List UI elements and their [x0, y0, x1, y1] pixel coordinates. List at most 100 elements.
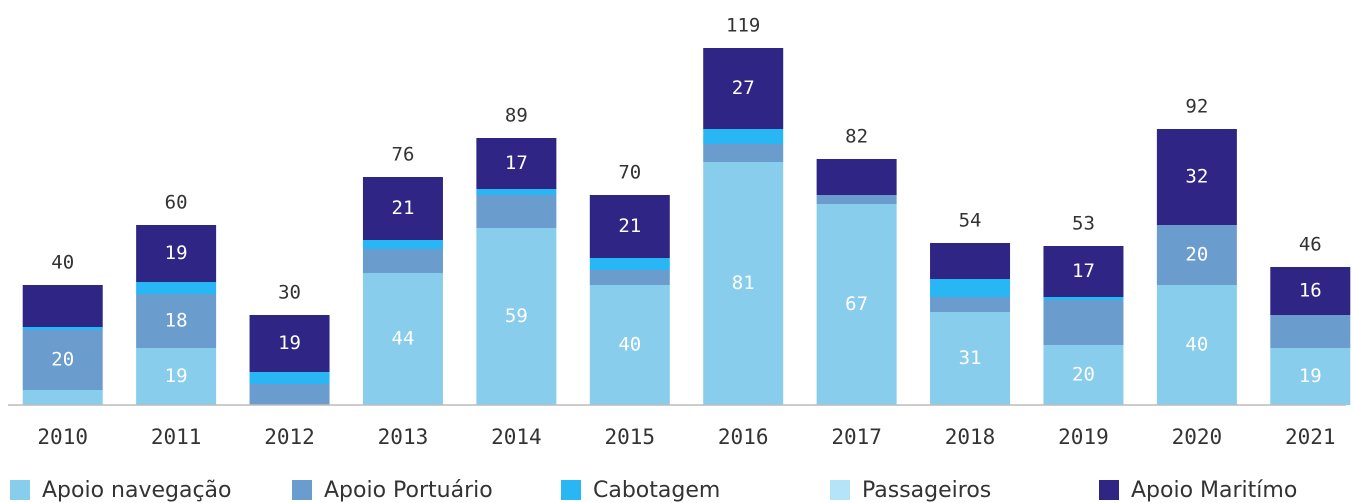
bar-segment: [703, 48, 784, 129]
bar-segment: [249, 384, 330, 405]
x-tick-label: 2015: [605, 425, 656, 449]
bar-segment: [362, 249, 443, 273]
total-label: 89: [505, 105, 528, 127]
x-tick-label: 2018: [945, 425, 996, 449]
x-tick-label: 2011: [151, 425, 202, 449]
value-label: 20: [1185, 244, 1208, 266]
bar-segment: [930, 279, 1011, 297]
bar-segment: [816, 195, 897, 204]
value-label: 17: [505, 152, 528, 174]
bar-segment: [136, 294, 217, 348]
bar-segment: [816, 204, 897, 405]
value-label: 31: [959, 347, 982, 369]
total-label: 82: [845, 126, 868, 148]
bar-segment: [362, 273, 443, 405]
bar-segment: [362, 240, 443, 249]
value-label: 19: [165, 242, 188, 264]
bar-segment: [136, 348, 217, 405]
value-label: 19: [1299, 365, 1322, 387]
x-tick-label: 2016: [718, 425, 769, 449]
bar-segment: [703, 144, 784, 162]
bar-segment: [476, 138, 557, 189]
bar-segment: [136, 225, 217, 282]
bar-segment: [703, 162, 784, 405]
bar-segment: [476, 195, 557, 228]
value-label: 27: [732, 77, 755, 99]
bar-segment: [1156, 225, 1237, 285]
bar-segment: [22, 390, 103, 405]
bar-segment: [589, 285, 670, 405]
total-label: 53: [1072, 213, 1095, 235]
value-label: 20: [1072, 364, 1095, 386]
bar-segment: [22, 327, 103, 330]
bar-segment: [136, 282, 217, 294]
value-label: 32: [1185, 166, 1208, 188]
bar-segment: [1156, 129, 1237, 225]
total-label: 60: [165, 192, 188, 214]
bar-segment: [1043, 345, 1124, 405]
x-tick-label: 2020: [1172, 425, 1223, 449]
legend-swatch: [1099, 480, 1119, 500]
bar-segment: [1043, 246, 1124, 297]
legend-swatch: [10, 480, 30, 500]
bar-segment: [476, 228, 557, 405]
value-label: 19: [278, 332, 301, 354]
value-label: 67: [845, 293, 868, 315]
total-label: 92: [1185, 96, 1208, 118]
bar-segment: [22, 285, 103, 327]
legend-swatch: [830, 480, 850, 500]
bar-segment: [22, 330, 103, 390]
bar-segment: [249, 315, 330, 372]
bar-segment: [1270, 315, 1351, 348]
total-label: 40: [51, 252, 74, 274]
total-label: 30: [278, 282, 301, 304]
value-label: 16: [1299, 280, 1322, 302]
bar-segment: [930, 243, 1011, 279]
value-label: 17: [1072, 260, 1095, 282]
bar-segment: [930, 312, 1011, 405]
bar-segment: [1270, 348, 1351, 405]
x-tick-label: 2012: [264, 425, 315, 449]
value-label: 18: [165, 310, 188, 332]
value-label: 19: [165, 365, 188, 387]
bar-segment: [249, 372, 330, 384]
value-label: 59: [505, 305, 528, 327]
x-tick-label: 2017: [831, 425, 882, 449]
bar-segment: [930, 297, 1011, 312]
x-tick-label: 2013: [378, 425, 429, 449]
total-label: 76: [392, 144, 415, 166]
value-label: 44: [392, 328, 415, 350]
total-label: 70: [618, 162, 641, 184]
value-label: 40: [618, 334, 641, 356]
bar-segment: [816, 159, 897, 195]
legend-swatch: [561, 480, 581, 500]
legend-label: Apoio Portuário: [324, 478, 493, 503]
bar-segment: [1043, 297, 1124, 300]
bar-segment: [589, 195, 670, 258]
x-tick-label: 2021: [1285, 425, 1336, 449]
bar-segment: [1043, 300, 1124, 345]
legend-label: Passageiros: [862, 478, 991, 503]
bar-segment: [589, 258, 670, 270]
total-label: 119: [726, 15, 760, 37]
x-tick-label: 2019: [1058, 425, 1109, 449]
legend-label: Apoio navegação: [42, 478, 232, 503]
bar-segment: [476, 189, 557, 195]
value-label: 81: [732, 272, 755, 294]
x-tick-label: 2014: [491, 425, 542, 449]
value-label: 21: [618, 215, 641, 237]
value-label: 40: [1185, 334, 1208, 356]
value-label: 21: [392, 197, 415, 219]
legend-label: Cabotagem: [593, 478, 720, 503]
bar-segment: [1156, 285, 1237, 405]
x-tick-label: 2010: [37, 425, 88, 449]
total-label: 54: [959, 210, 982, 232]
legend-swatch: [292, 480, 312, 500]
value-label: 20: [51, 349, 74, 371]
total-label: 46: [1299, 234, 1322, 256]
bar-segment: [1270, 267, 1351, 315]
bar-segment: [362, 177, 443, 240]
bar-segment: [589, 270, 670, 285]
bar-segment: [703, 129, 784, 144]
